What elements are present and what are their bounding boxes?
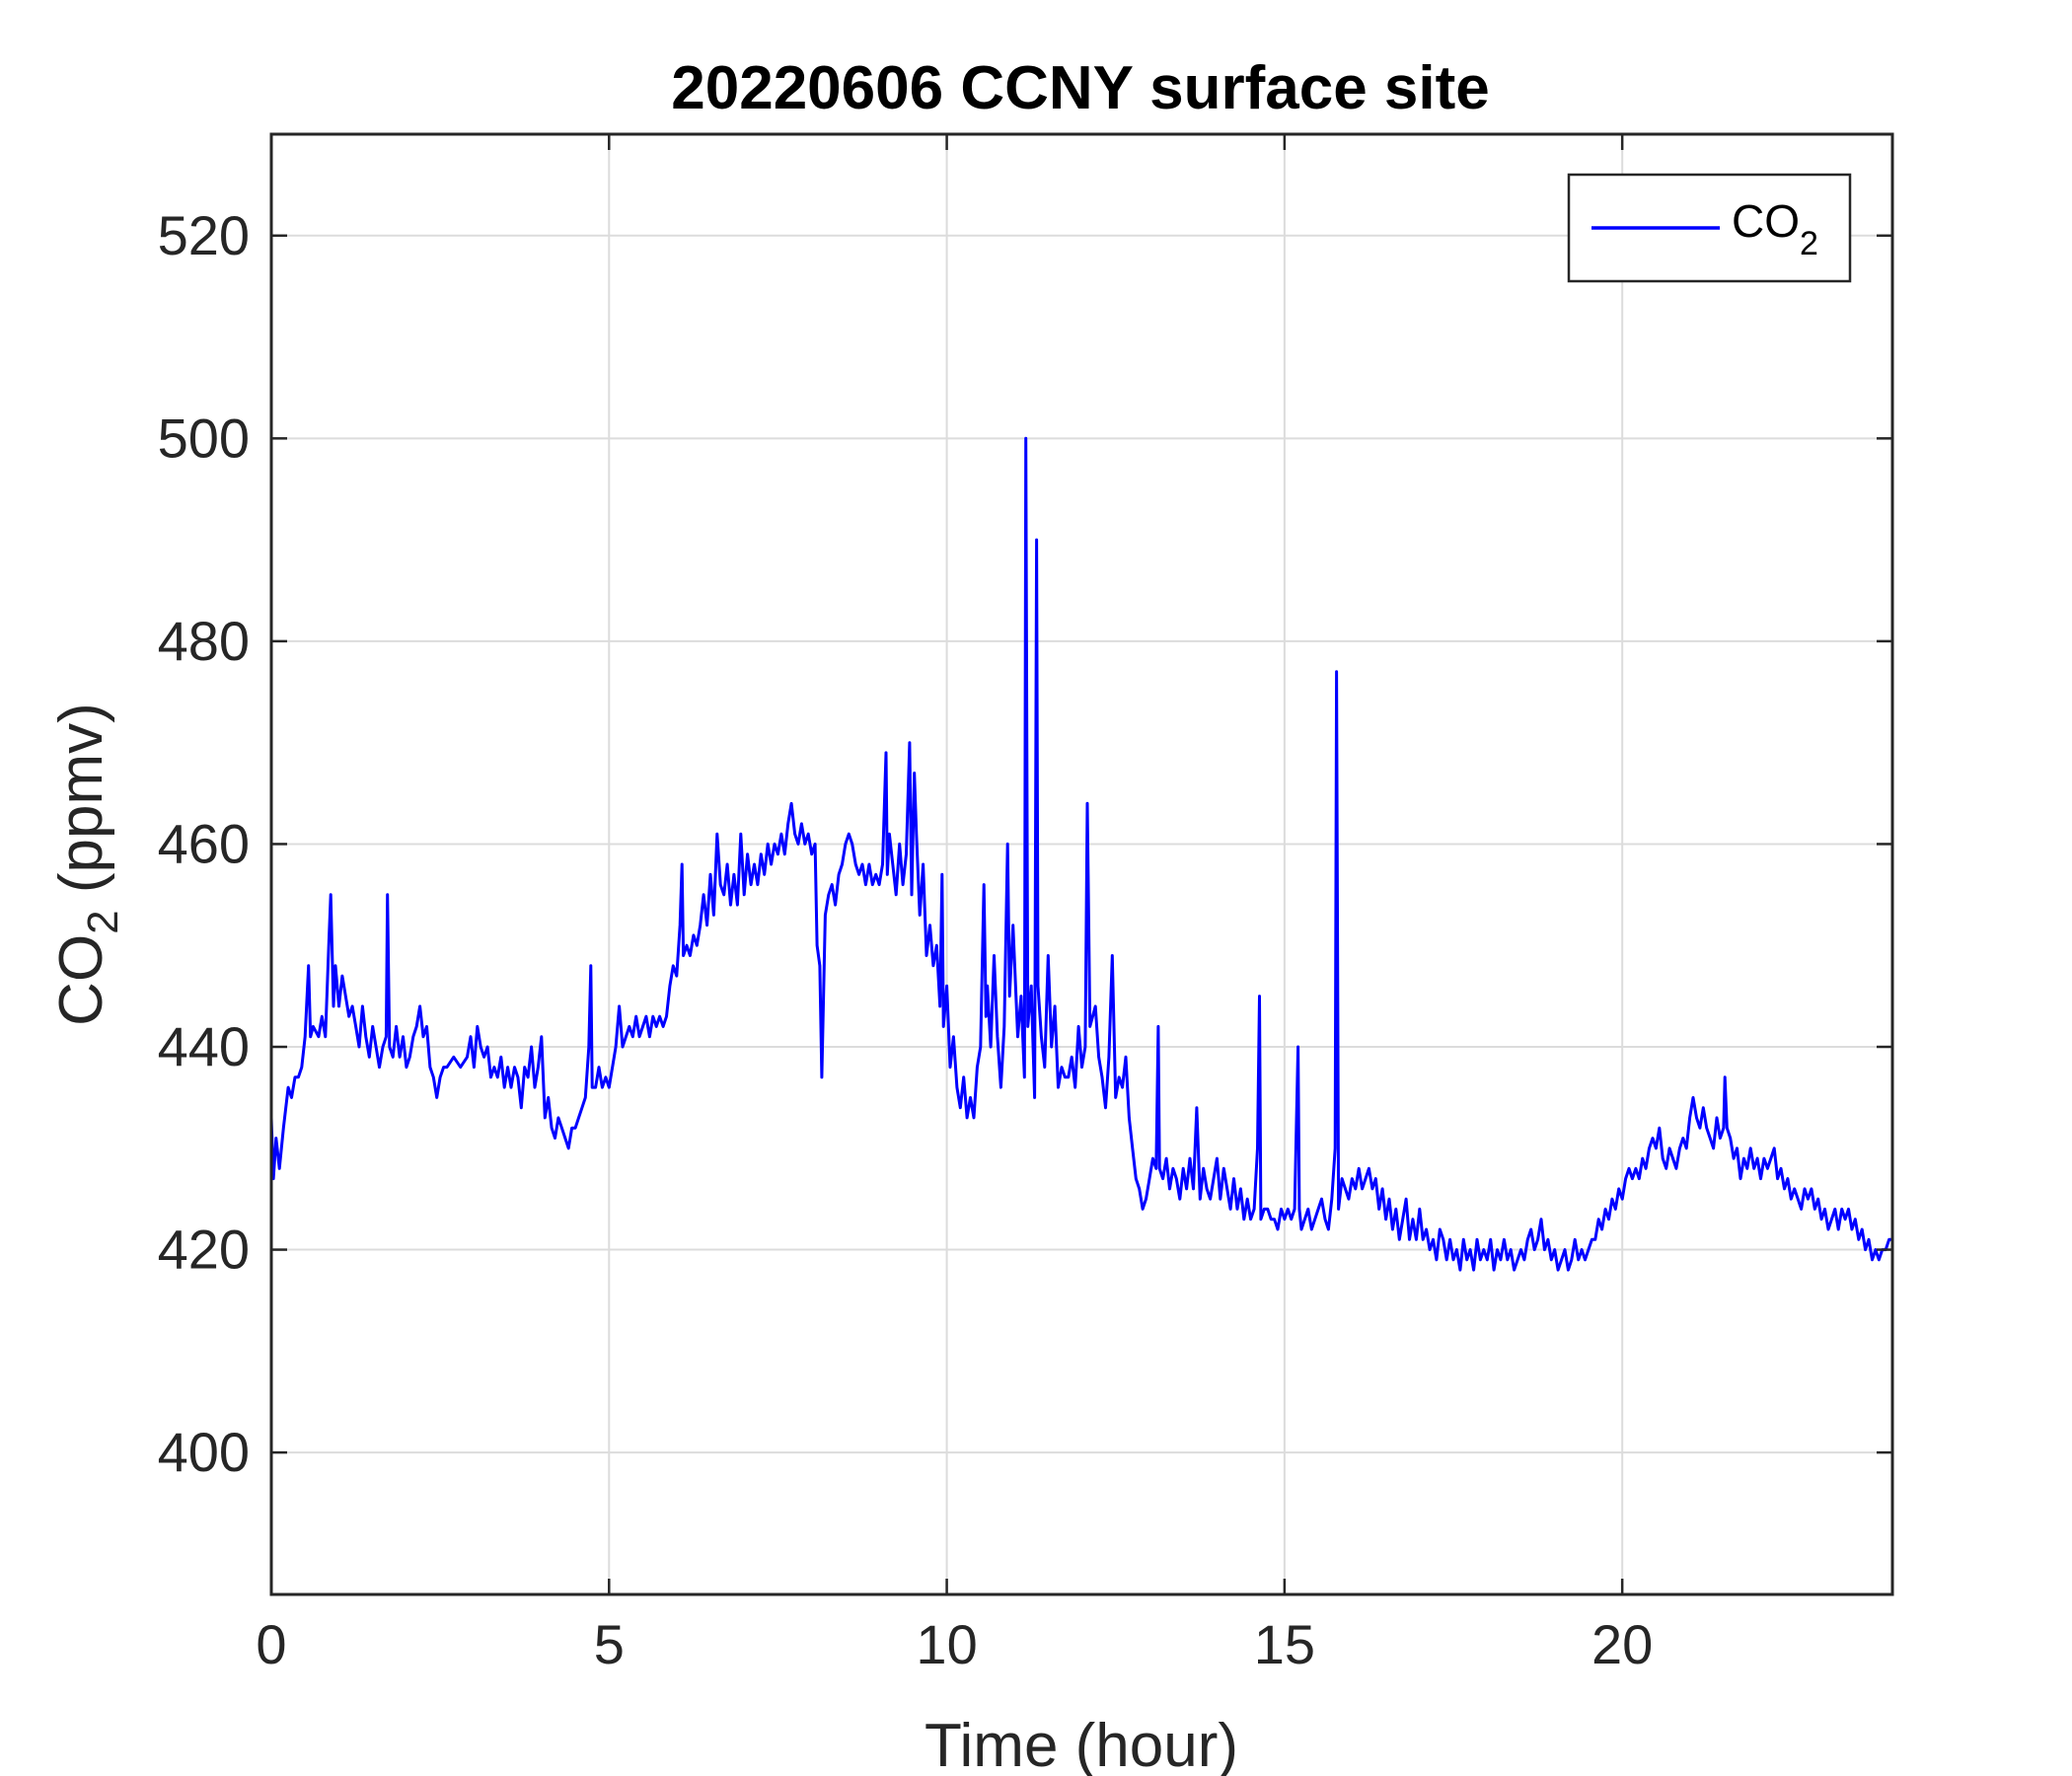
legend-label-main: CO	[1732, 195, 1800, 247]
y-axis-label-main: CO	[47, 934, 115, 1026]
series-layer	[269, 436, 1892, 1272]
y-tick-label: 420	[158, 1219, 250, 1281]
x-tick-label: 10	[916, 1613, 977, 1675]
y-axis-label: CO2 (ppmv)	[47, 703, 127, 1026]
y-tick-label: 400	[158, 1421, 250, 1483]
plot-area	[271, 134, 1892, 1594]
x-tick-label: 15	[1254, 1613, 1315, 1675]
y-tick-labels: 400 420 440 460 480 500 520	[158, 204, 250, 1483]
y-tick-label: 480	[158, 610, 250, 672]
axis-ticks	[269, 134, 1892, 1594]
legend-label: CO2	[1732, 195, 1818, 262]
legend: CO2	[1567, 173, 1852, 283]
chart-title: 20220606 CCNY surface site	[671, 54, 1490, 122]
y-tick-label: 440	[158, 1015, 250, 1077]
y-tick-label: 520	[158, 204, 250, 266]
x-tick-label: 0	[256, 1613, 286, 1675]
y-axis-label-suffix: (ppmv)	[47, 703, 115, 910]
co2-series-line	[269, 436, 1892, 1272]
y-tick-label: 500	[158, 407, 250, 469]
y-tick-label: 460	[158, 812, 250, 874]
x-tick-label: 5	[594, 1613, 625, 1675]
plot-frame	[269, 132, 1894, 1596]
x-axis-label: Time (hour)	[925, 1712, 1238, 1776]
x-tick-labels: 0 5 10 15 20	[256, 1613, 1653, 1675]
y-axis-label-subscript: 2	[79, 910, 127, 933]
x-gridlines	[608, 134, 1624, 1594]
legend-label-subscript: 2	[1800, 225, 1818, 262]
x-tick-label: 20	[1591, 1613, 1653, 1675]
